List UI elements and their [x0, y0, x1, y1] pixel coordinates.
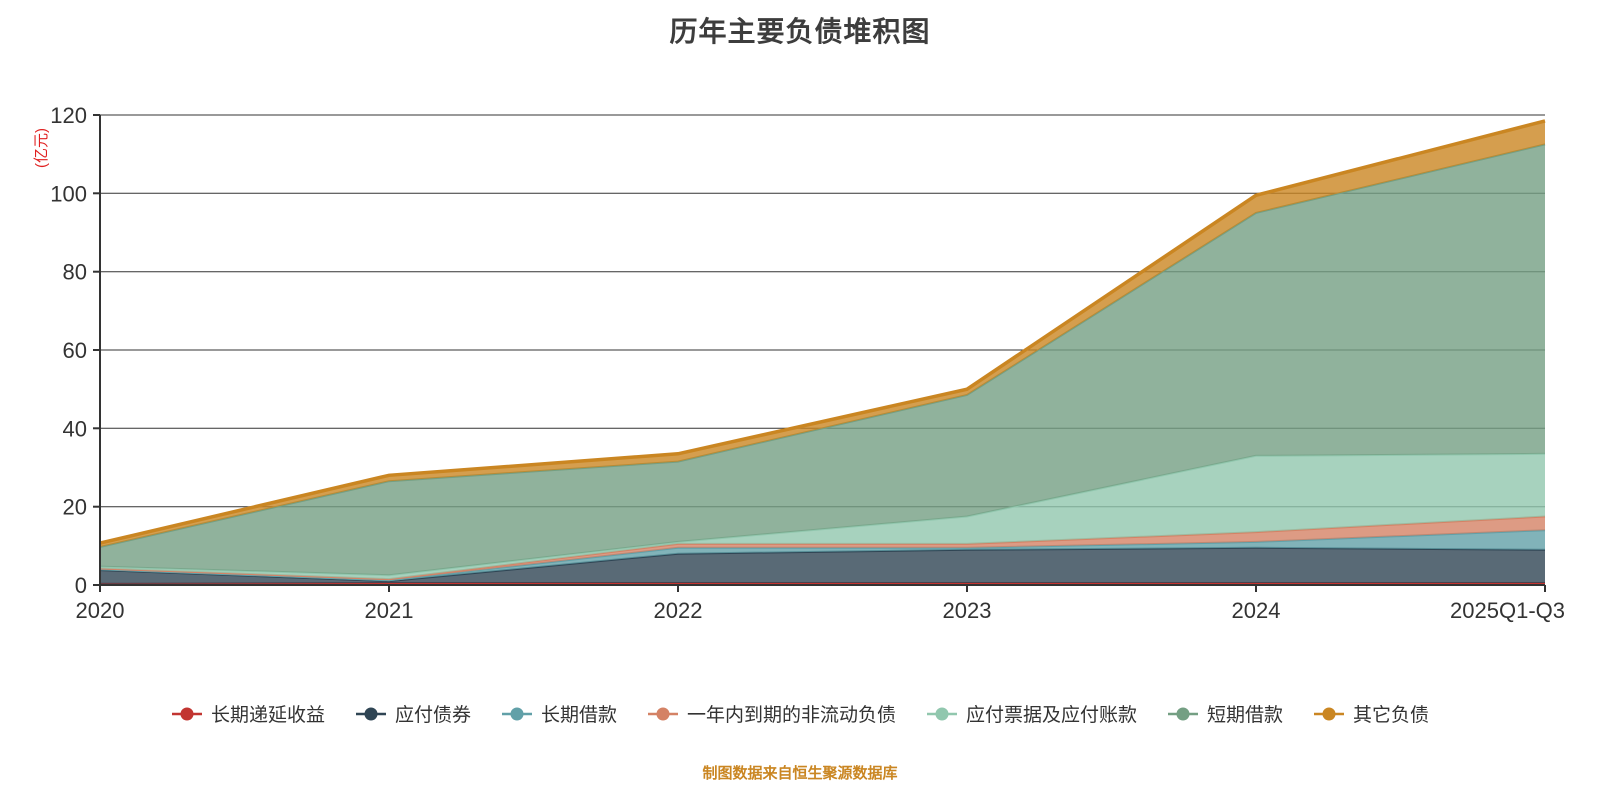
- y-tick-label: 0: [75, 573, 87, 598]
- legend-item[interactable]: 应付票据及应付账款: [926, 700, 1137, 727]
- x-axis-label: 2021: [365, 598, 414, 623]
- x-axis-label: 2023: [943, 598, 992, 623]
- legend-item[interactable]: 短期借款: [1167, 700, 1283, 727]
- y-tick-label: 40: [63, 416, 87, 441]
- legend-item[interactable]: 长期借款: [501, 700, 617, 727]
- legend-item-label: 长期递延收益: [210, 705, 325, 726]
- y-tick-label: 120: [50, 103, 87, 128]
- area-band: [100, 453, 1545, 580]
- legend-marker-icon: [1314, 707, 1345, 720]
- legend-item[interactable]: 一年内到期的非流动负债: [647, 700, 896, 727]
- legend-item-label: 其它负债: [1353, 705, 1430, 726]
- y-tick-label: 100: [50, 181, 87, 206]
- x-axis-label: 2024: [1232, 598, 1281, 623]
- stacked-area-chart: 0 20 40 60 80 100 120 2020 2021 2022 2023 2024 2025Q…: [33, 103, 1565, 623]
- legend-marker-icon: [1168, 707, 1199, 720]
- area-band: [100, 144, 1545, 576]
- legend-item-label: 一年内到期的非流动负债: [686, 705, 896, 726]
- legend-item[interactable]: 应付债券: [355, 700, 471, 727]
- legend-item-label: 短期借款: [1207, 705, 1284, 726]
- y-tick-label: 60: [63, 338, 87, 363]
- y-axis-title: (亿元): [33, 128, 50, 168]
- y-tick-label: 20: [63, 495, 87, 520]
- legend-marker-icon: [501, 707, 532, 720]
- legend-item[interactable]: 长期递延收益: [171, 700, 325, 727]
- legend-item-label: 应付票据及应付账款: [966, 705, 1138, 726]
- legend-marker-icon: [355, 707, 386, 720]
- legend-item-label: 长期借款: [540, 705, 617, 726]
- chart-title: 历年主要负债堆积图: [669, 16, 931, 47]
- legend: 长期递延收益 应付债券 长期借款 一年内到期的非流动负债 应付票据及应付账款 短期借款 其它…: [0, 700, 1600, 727]
- legend-item-label: 应付债券: [394, 705, 471, 726]
- legend-marker-icon: [927, 707, 957, 720]
- area-band: [100, 120, 1545, 548]
- data-source-note: 制图数据来自恒生聚源数据库: [702, 765, 898, 782]
- x-axis-label: 2025Q1-Q3: [1450, 598, 1565, 623]
- legend-item[interactable]: 其它负债: [1313, 700, 1429, 727]
- legend-marker-icon: [647, 707, 678, 720]
- x-axis-label: 2020: [76, 598, 125, 623]
- legend-marker-icon: [171, 707, 202, 720]
- x-axis-label: 2022: [654, 598, 703, 623]
- y-tick-label: 80: [63, 260, 87, 285]
- series-line: [99, 119, 1546, 545]
